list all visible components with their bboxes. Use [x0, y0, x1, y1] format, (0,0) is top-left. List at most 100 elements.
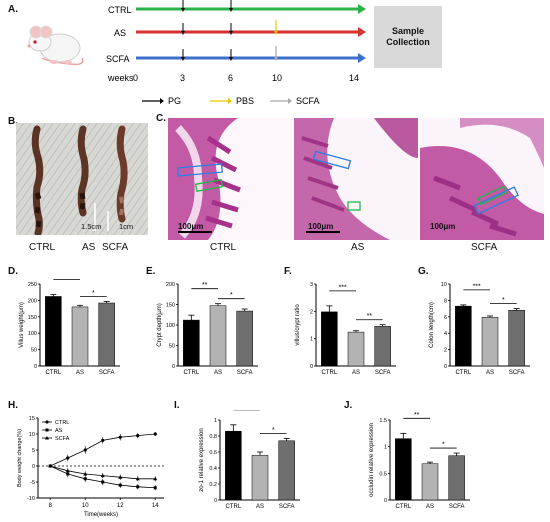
histology-as-image — [294, 118, 418, 240]
bar-f-scfa — [374, 326, 391, 367]
bar-e-ctrl — [183, 319, 200, 367]
y-tick-label-e-0: 0 — [172, 364, 175, 370]
sample-collection-label: Sample Collection — [386, 26, 430, 47]
point-h-ctrl-12 — [118, 435, 122, 439]
x-tick-label-f-scfa: SCFA — [375, 370, 391, 376]
point-h-scfa-9 — [65, 468, 70, 473]
pg-arrowhead-6-ctrl — [229, 8, 233, 12]
scfa-arrowhead-scfa — [274, 57, 278, 61]
x-tick-label-h-8: 8 — [49, 503, 53, 509]
y-axis-label-d: Villus weight(μm) — [19, 302, 25, 348]
x-tick-label-d-as: AS — [76, 370, 84, 376]
legend-scfa-label: SCFA — [296, 96, 320, 106]
pg-arrowhead-6-scfa — [229, 57, 233, 61]
y-tick-label-h-0: 0 — [32, 464, 35, 470]
panel-label-b: B. — [8, 116, 18, 127]
legend-marker-h-ctrl — [45, 420, 49, 424]
sig-label-f-1: ** — [367, 313, 373, 320]
pbs-arrowhead-as — [274, 31, 278, 35]
histology-scfa-image — [420, 118, 544, 240]
legend-pg-label: PG — [168, 96, 181, 106]
x-tick-label-i-as: AS — [256, 504, 264, 510]
crypt-box-scfa — [477, 185, 508, 206]
bar-f-as — [347, 331, 365, 367]
panel-label-f: F. — [284, 266, 292, 277]
x-tick-label-d-ctrl: CTRL — [45, 370, 61, 376]
y-tick-label-d-0: 0 — [34, 364, 37, 370]
point-h-as-14 — [153, 486, 157, 490]
x-tick-label-h-10: 10 — [82, 503, 89, 509]
x-tick-label-j-scfa: SCFA — [449, 504, 465, 510]
bar-j-as — [421, 463, 439, 501]
y-tick-label-i-0: 0 — [214, 498, 217, 504]
x-tick-label-h-14: 14 — [152, 503, 159, 509]
sig-label-e-0: ** — [202, 282, 208, 289]
histology-label-ctrl: CTRL — [210, 242, 237, 253]
bar-e-scfa — [236, 310, 253, 367]
bar-j-scfa — [448, 455, 465, 501]
y-tick-label-i-0.8: 0.8 — [209, 434, 217, 440]
weeks-label: weeks — [107, 73, 134, 83]
y-axis-label-j: occludin relative expression — [369, 423, 375, 497]
y-axis-label-i: zo-1 relative expression — [199, 428, 205, 491]
y-tick-label-g-8: 8 — [444, 298, 447, 304]
legend-marker-h-scfa — [45, 436, 49, 440]
y-tick-label-g-0: 0 — [444, 364, 447, 370]
x-tick-label-g-as: AS — [486, 370, 494, 376]
x-tick-label-j-as: AS — [426, 504, 434, 510]
photo-label-scfa: SCFA — [102, 242, 129, 253]
bar-i-as — [251, 454, 269, 501]
point-h-ctrl-13 — [136, 434, 140, 438]
bar-i-ctrl — [225, 430, 242, 501]
histology-label-as: AS — [351, 242, 365, 253]
y-tick-label-h-10: 10 — [29, 432, 35, 438]
y-tick-label-f-3: 3 — [310, 282, 313, 288]
mouse-icon — [27, 25, 84, 66]
panel-label-a: A. — [8, 4, 18, 15]
panel-label-c: C. — [156, 113, 166, 124]
point-h-as-12 — [118, 483, 122, 487]
y-tick-label-f-1: 1 — [310, 337, 313, 343]
y-tick-label-d-200: 200 — [28, 298, 37, 304]
x-tick-label-e-ctrl: CTRL — [183, 370, 199, 376]
bar-d-ctrl — [45, 296, 62, 367]
legend-label-h-scfa: SCFA — [55, 436, 70, 442]
point-h-as-10 — [83, 477, 87, 481]
panel-label-e: E. — [146, 266, 156, 277]
scale-label-1: 1.5cm — [81, 222, 102, 231]
crypt-box-ctrl — [194, 179, 224, 192]
histology-label-scfa: SCFA — [471, 242, 498, 253]
y-axis-label-f: villus/crypt ratio — [295, 304, 301, 346]
x-tick-label-f-as: AS — [352, 370, 360, 376]
point-h-as-11 — [101, 480, 105, 484]
timeline-group-as: AS — [114, 28, 126, 38]
bar-g-as — [481, 316, 499, 367]
panel-label-h: H. — [8, 400, 18, 411]
zo1-expression-chart: 0 0.2 0.4 0.6 0.8 1 zo-1 relative expression CT… — [199, 410, 300, 510]
y-tick-label-g-10: 10 — [441, 282, 447, 288]
y-tick-label-h--10: -10 — [27, 496, 35, 502]
photo-label-ctrl: CTRL — [29, 242, 56, 253]
y-axis-label-e: Crypt depth(μm) — [157, 303, 163, 346]
scale-label-2: 1cm — [119, 222, 134, 231]
villus-box-scfa — [473, 186, 519, 215]
y-tick-label-e-50: 50 — [169, 344, 175, 350]
sig-label-g-1: * — [502, 297, 505, 304]
x-tick-label-g-ctrl: CTRL — [455, 370, 471, 376]
timeline-arrowhead-ctrl — [358, 4, 366, 14]
y-tick-label-j-1.5: 1.5 — [379, 418, 387, 424]
histology-ctrl-image — [168, 118, 292, 240]
timeline-group-scfa: SCFA — [106, 54, 130, 64]
sig-label-g-0: *** — [473, 283, 481, 290]
bar-f-ctrl — [321, 311, 338, 367]
point-h-scfa-8 — [48, 464, 53, 468]
point-h-as-9 — [66, 472, 70, 476]
pg-arrowhead-3-ctrl — [181, 8, 185, 12]
bar-j-ctrl — [395, 438, 412, 501]
legend-marker-h-as — [45, 428, 49, 432]
week-tick-3: 3 — [180, 73, 185, 83]
y-tick-label-j-0.5: 0.5 — [379, 471, 387, 477]
villus-box-ctrl — [177, 163, 223, 177]
